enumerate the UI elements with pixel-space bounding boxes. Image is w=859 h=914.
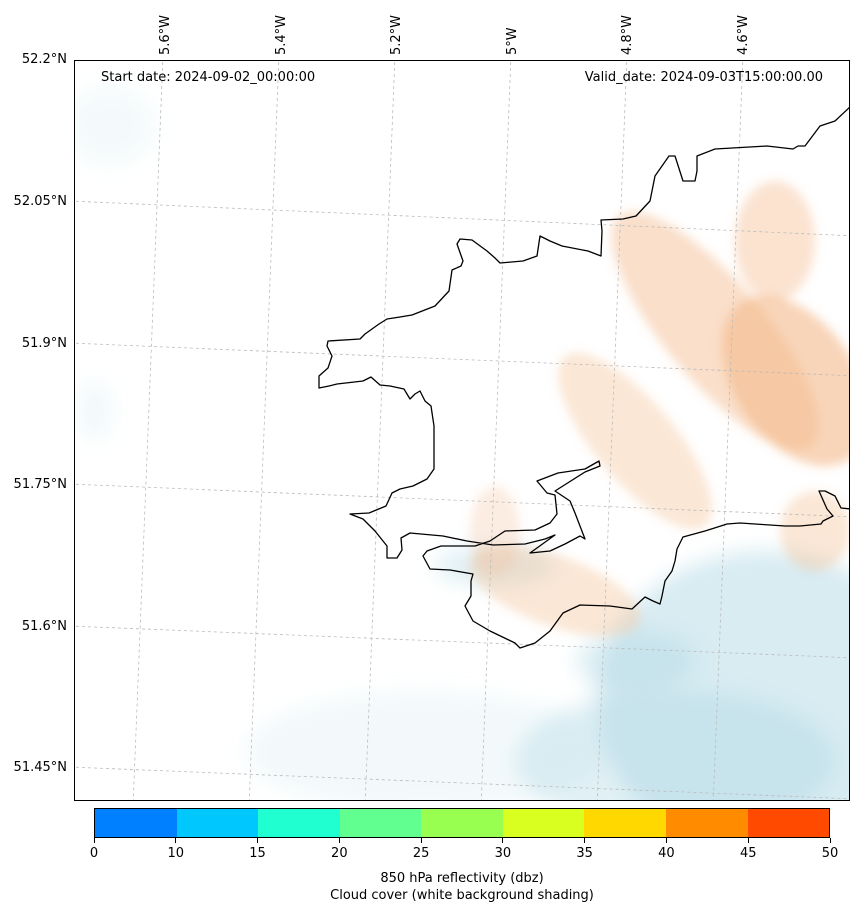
coastline: [318, 106, 849, 649]
colorbar-tickmark: [257, 838, 259, 843]
colorbar-tickmark: [502, 838, 504, 843]
lat-label-51-75n: 51.75°N: [13, 477, 67, 492]
colorbar-tick-label: 15: [249, 846, 266, 861]
colorbar-tick-label: 45: [739, 846, 757, 861]
colorbar-segment-7: [665, 809, 748, 837]
colorbar-tick-label: 20: [331, 846, 348, 861]
map-panel: [74, 60, 850, 801]
lon-label-5w: 5°W: [505, 27, 520, 55]
colorbar-tick-label: 40: [658, 846, 675, 861]
map-canvas: [75, 61, 849, 800]
lon-label-4-6w: 4.6°W: [736, 14, 751, 55]
gridlines: [75, 61, 849, 800]
colorbar-tick-label: 10: [167, 846, 185, 861]
colorbar-tickmark: [747, 838, 749, 843]
lon-label-5-4w: 5.4°W: [274, 14, 289, 55]
colorbar-tick-label: 35: [576, 846, 593, 861]
colorbar-segment-5: [502, 809, 585, 837]
lat-label-51-9n: 51.9°N: [21, 336, 67, 351]
reflectivity-shading: [469, 181, 849, 637]
lat-label-52-05n: 52.05°N: [13, 194, 67, 209]
lon-label-5-2w: 5.2°W: [389, 14, 404, 55]
cloud-cover-shading: [75, 86, 849, 800]
colorbar-tickmark: [93, 838, 95, 843]
colorbar-label-reflectivity: 850 hPa reflectivity (dbz): [380, 871, 544, 886]
lon-label-5-6w: 5.6°W: [158, 14, 173, 55]
colorbar-tickmark: [338, 838, 340, 843]
colorbar-tick-label: 25: [412, 846, 430, 861]
colorbar-tickmark: [829, 838, 831, 843]
colorbar-segment-6: [584, 809, 666, 837]
lon-label-4-8w: 4.8°W: [620, 14, 635, 55]
colorbar-tick-label: 50: [821, 846, 839, 861]
colorbar-tick-label: 30: [494, 846, 512, 861]
colorbar-tickmark: [584, 838, 586, 843]
colorbar-tickmark: [665, 838, 667, 843]
colorbar-segment-4: [421, 809, 503, 837]
colorbar-tickmark: [420, 838, 422, 843]
colorbar-segment-8: [747, 809, 830, 837]
colorbar-tickmark: [175, 838, 177, 843]
colorbar-segment-3: [339, 809, 422, 837]
start-date-label: Start date: 2024-09-02_00:00:00: [101, 70, 316, 85]
colorbar-segment-1: [176, 809, 259, 837]
lat-label-52-2n: 52.2°N: [21, 52, 67, 67]
colorbar-segment-0: [95, 809, 177, 837]
reflectivity-colorbar: [94, 808, 830, 838]
colorbar-tick-label: 0: [89, 846, 99, 861]
lat-label-51-45n: 51.45°N: [13, 760, 67, 775]
colorbar-label-cloud-cover: Cloud cover (white background shading): [330, 888, 594, 903]
valid-date-label: Valid_date: 2024-09-03T15:00:00.00: [584, 70, 823, 85]
colorbar-segment-2: [258, 809, 340, 837]
lat-label-51-6n: 51.6°N: [21, 619, 67, 634]
